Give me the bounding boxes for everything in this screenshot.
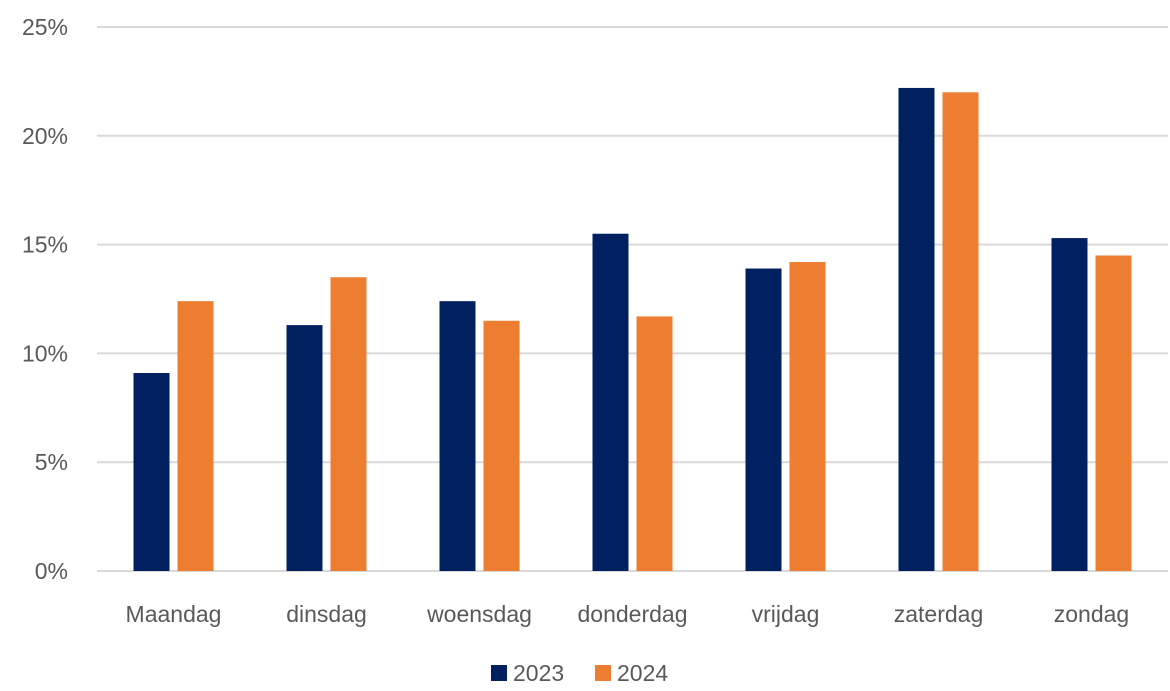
bar-2023-vrijdag [745, 268, 782, 571]
x-category-label: Maandag [126, 601, 222, 627]
legend: 2023 2024 [491, 660, 668, 686]
bar-2024-donderdag [636, 316, 673, 571]
legend-swatch-2024 [595, 665, 611, 681]
bar-2024-vrijdag [789, 262, 826, 571]
x-category-label: zondag [1054, 601, 1129, 627]
bar-2024-woensdag [483, 320, 520, 571]
x-category-label: dinsdag [286, 601, 367, 627]
bar-series [133, 87, 1132, 572]
bar-2023-dinsdag [286, 325, 323, 571]
bar-2024-zondag [1095, 255, 1132, 572]
bar-2024-Maandag [177, 301, 214, 571]
bar-2023-zaterdag [898, 87, 935, 571]
bar-2024-dinsdag [330, 277, 367, 571]
y-tick-label: 20% [22, 123, 68, 149]
y-tick-label: 25% [22, 14, 68, 40]
legend-label: 2023 [513, 660, 564, 686]
x-category-label: zaterdag [894, 601, 984, 627]
y-tick-label: 5% [35, 449, 68, 475]
bar-2024-zaterdag [942, 92, 979, 571]
bar-2023-woensdag [439, 301, 476, 571]
x-category-label: vrijdag [752, 601, 820, 627]
bar-2023-donderdag [592, 233, 629, 571]
y-axis-tick-labels: 0% 5% 10% 15% 20% 25% [22, 14, 68, 584]
y-tick-label: 15% [22, 232, 68, 258]
y-tick-label: 0% [35, 558, 68, 584]
y-tick-label: 10% [22, 340, 68, 366]
legend-label: 2024 [617, 660, 668, 686]
x-axis-category-labels: Maandag dinsdag woensdag donderdag vrijdag za… [126, 601, 1130, 627]
legend-swatch-2023 [491, 665, 507, 681]
x-category-label: woensdag [426, 601, 532, 627]
bar-2023-zondag [1051, 238, 1088, 571]
x-category-label: donderdag [578, 601, 688, 627]
y-gridlines [97, 26, 1168, 572]
bar-2023-Maandag [133, 372, 170, 571]
